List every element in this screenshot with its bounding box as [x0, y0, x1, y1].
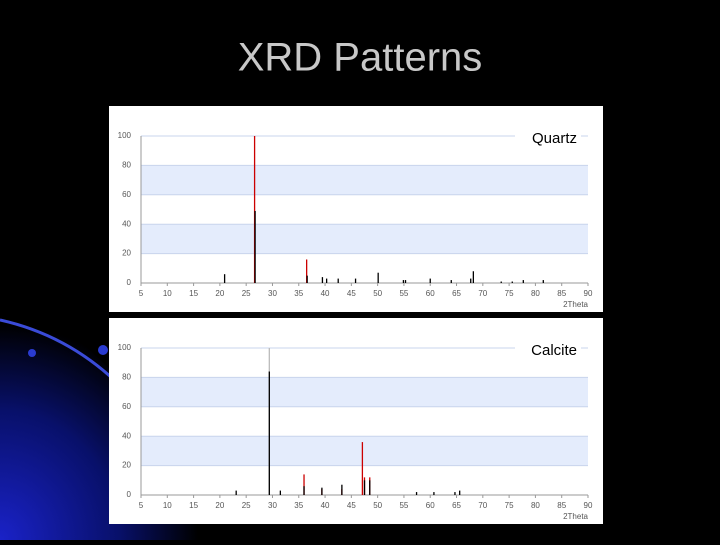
x-tick-label: 40: [321, 289, 330, 298]
y-tick-label: 80: [122, 161, 131, 170]
x-tick-label: 25: [242, 289, 251, 298]
x-tick-label: 70: [478, 289, 487, 298]
x-tick-label: 70: [478, 501, 487, 510]
y-tick-label: 0: [127, 490, 132, 499]
x-tick-label: 30: [268, 501, 277, 510]
y-tick-label: 40: [122, 431, 131, 440]
y-tick-label: 60: [122, 190, 131, 199]
x-tick-label: 20: [215, 501, 224, 510]
x-tick-label: 90: [584, 289, 593, 298]
y-tick-label: 20: [122, 461, 131, 470]
y-tick-label: 80: [122, 373, 131, 382]
x-tick-label: 50: [373, 501, 382, 510]
x-tick-label: 75: [505, 501, 514, 510]
x-tick-label: 90: [584, 501, 593, 510]
x-tick-label: 35: [294, 501, 303, 510]
x-tick-label: 45: [347, 289, 356, 298]
x-tick-label: 10: [163, 289, 172, 298]
chart-label: Quartz: [532, 130, 577, 147]
x-tick-label: 35: [294, 289, 303, 298]
x-tick-label: 60: [426, 501, 435, 510]
x-tick-label: 10: [163, 501, 172, 510]
grid-band: [141, 224, 588, 254]
label-box: [515, 340, 581, 360]
chart: 0 20 40 60 80 100 5 10 15 20 25 30 35 40 45 50 55 60 65 70 7…: [109, 106, 603, 312]
slide-title: XRD Patterns: [238, 36, 483, 80]
x-tick-label: 55: [399, 289, 408, 298]
y-tick-label: 20: [122, 249, 131, 258]
x-tick-label: 40: [321, 501, 330, 510]
x-tick-label: 80: [531, 289, 540, 298]
x-tick-label: 15: [189, 501, 198, 510]
y-tick-label: 100: [118, 131, 132, 140]
x-tick-label: 85: [557, 289, 566, 298]
x-tick-label: 5: [139, 501, 144, 510]
x-tick-label: 55: [399, 501, 408, 510]
x-tick-label: 25: [242, 501, 251, 510]
grid-band: [141, 377, 588, 407]
x-axis-label: 2Theta: [563, 300, 588, 309]
x-tick-label: 65: [452, 501, 461, 510]
x-tick-label: 30: [268, 289, 277, 298]
x-tick-label: 45: [347, 501, 356, 510]
x-tick-label: 15: [189, 289, 198, 298]
grid-band: [141, 165, 588, 195]
x-tick-label: 85: [557, 501, 566, 510]
decoration: [28, 349, 36, 357]
x-tick-label: 50: [373, 289, 382, 298]
x-axis-label: 2Theta: [563, 512, 588, 521]
grid-band: [141, 436, 588, 466]
x-tick-label: 80: [531, 501, 540, 510]
y-tick-label: 60: [122, 402, 131, 411]
chart-label: Calcite: [531, 342, 577, 359]
chart: 0 20 40 60 80 100 5 10 15 20 25 30 35 40 45 50 55 60 65 70 7…: [109, 318, 603, 524]
y-tick-label: 0: [127, 278, 132, 287]
decoration: [98, 345, 108, 355]
y-tick-label: 100: [118, 343, 132, 352]
x-tick-label: 20: [215, 289, 224, 298]
label-box: [515, 128, 581, 148]
x-tick-label: 60: [426, 289, 435, 298]
x-tick-label: 65: [452, 289, 461, 298]
x-tick-label: 75: [505, 289, 514, 298]
y-tick-label: 40: [122, 219, 131, 228]
x-tick-label: 5: [139, 289, 144, 298]
